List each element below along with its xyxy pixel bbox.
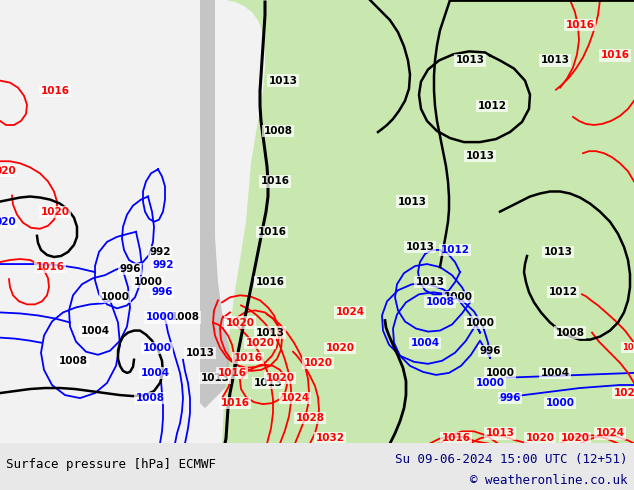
Text: 1020: 1020 (304, 358, 332, 368)
Text: 1013: 1013 (254, 378, 283, 388)
Text: 1008: 1008 (425, 297, 455, 307)
Text: 1013: 1013 (541, 55, 569, 66)
Text: 1000: 1000 (101, 293, 129, 302)
Text: 1008: 1008 (555, 328, 585, 338)
Text: 1000: 1000 (465, 318, 495, 327)
Text: 1020: 1020 (245, 338, 275, 348)
Text: 1004: 1004 (540, 368, 569, 378)
Text: 1004: 1004 (410, 338, 439, 348)
Text: 1000: 1000 (134, 277, 162, 287)
Text: 1012: 1012 (441, 245, 470, 255)
Text: 1016: 1016 (566, 20, 595, 30)
Text: 1013: 1013 (455, 55, 484, 66)
Text: 1013: 1013 (200, 373, 230, 383)
Text: 1024: 1024 (280, 393, 309, 403)
Text: © weatheronline.co.uk: © weatheronline.co.uk (470, 474, 628, 487)
Text: 1016: 1016 (217, 368, 247, 378)
Text: 1013: 1013 (256, 328, 285, 338)
Text: 1020: 1020 (325, 343, 354, 353)
Text: 1020: 1020 (560, 434, 590, 443)
Text: 1028: 1028 (295, 413, 325, 423)
Text: Su 09-06-2024 15:00 UTC (12+51): Su 09-06-2024 15:00 UTC (12+51) (395, 453, 628, 466)
Text: 996: 996 (119, 264, 141, 274)
Text: 1016: 1016 (441, 434, 470, 443)
Text: 1013: 1013 (398, 196, 427, 207)
Text: 1016: 1016 (261, 176, 290, 186)
Text: 996: 996 (499, 393, 521, 403)
Text: 1016: 1016 (233, 353, 262, 363)
Text: 1013: 1013 (465, 151, 495, 161)
Text: 1000: 1000 (444, 293, 472, 302)
Text: 1016: 1016 (257, 227, 287, 237)
Text: 020: 020 (0, 217, 16, 227)
Text: 1016: 1016 (36, 262, 65, 272)
Polygon shape (222, 0, 634, 443)
Text: 1016: 1016 (41, 86, 70, 96)
Text: 996: 996 (152, 287, 172, 297)
Text: 1016: 1016 (221, 398, 250, 408)
Text: 1016: 1016 (623, 343, 634, 352)
Text: 1012: 1012 (548, 287, 578, 297)
Text: 1020: 1020 (226, 318, 254, 327)
Text: 1013: 1013 (486, 428, 515, 439)
Text: 1004: 1004 (141, 368, 169, 378)
Text: 1020: 1020 (614, 388, 634, 398)
Text: 1013: 1013 (543, 247, 573, 257)
Text: 1000: 1000 (143, 343, 172, 353)
Text: 1008: 1008 (58, 356, 87, 366)
Text: 1012: 1012 (477, 101, 507, 111)
Text: 1000: 1000 (486, 368, 515, 378)
Text: 1004: 1004 (81, 325, 110, 336)
Text: 992: 992 (152, 260, 174, 270)
Text: 020: 020 (0, 166, 16, 176)
Text: 1024: 1024 (335, 307, 365, 318)
Text: 1013: 1013 (186, 348, 214, 358)
Text: 1020: 1020 (41, 207, 70, 217)
Text: 1000: 1000 (145, 313, 174, 322)
Text: Surface pressure [hPa] ECMWF: Surface pressure [hPa] ECMWF (6, 458, 216, 471)
Text: 996: 996 (479, 346, 501, 356)
Text: 1008: 1008 (264, 126, 292, 136)
Text: 1020: 1020 (266, 373, 295, 383)
Text: 1008: 1008 (136, 393, 164, 403)
Text: 1013: 1013 (415, 277, 444, 287)
Text: 1013: 1013 (406, 242, 434, 252)
Polygon shape (200, 0, 230, 408)
Text: 1020: 1020 (526, 434, 555, 443)
Text: 1013: 1013 (269, 75, 297, 86)
Text: 1016: 1016 (256, 277, 285, 287)
Text: 1008: 1008 (171, 313, 200, 322)
Text: 1000: 1000 (476, 378, 505, 388)
Text: 1000: 1000 (545, 398, 574, 408)
Text: 992: 992 (149, 247, 171, 257)
Text: 1016: 1016 (600, 50, 630, 60)
Text: 1024: 1024 (595, 428, 624, 439)
Text: 1032: 1032 (316, 434, 344, 443)
